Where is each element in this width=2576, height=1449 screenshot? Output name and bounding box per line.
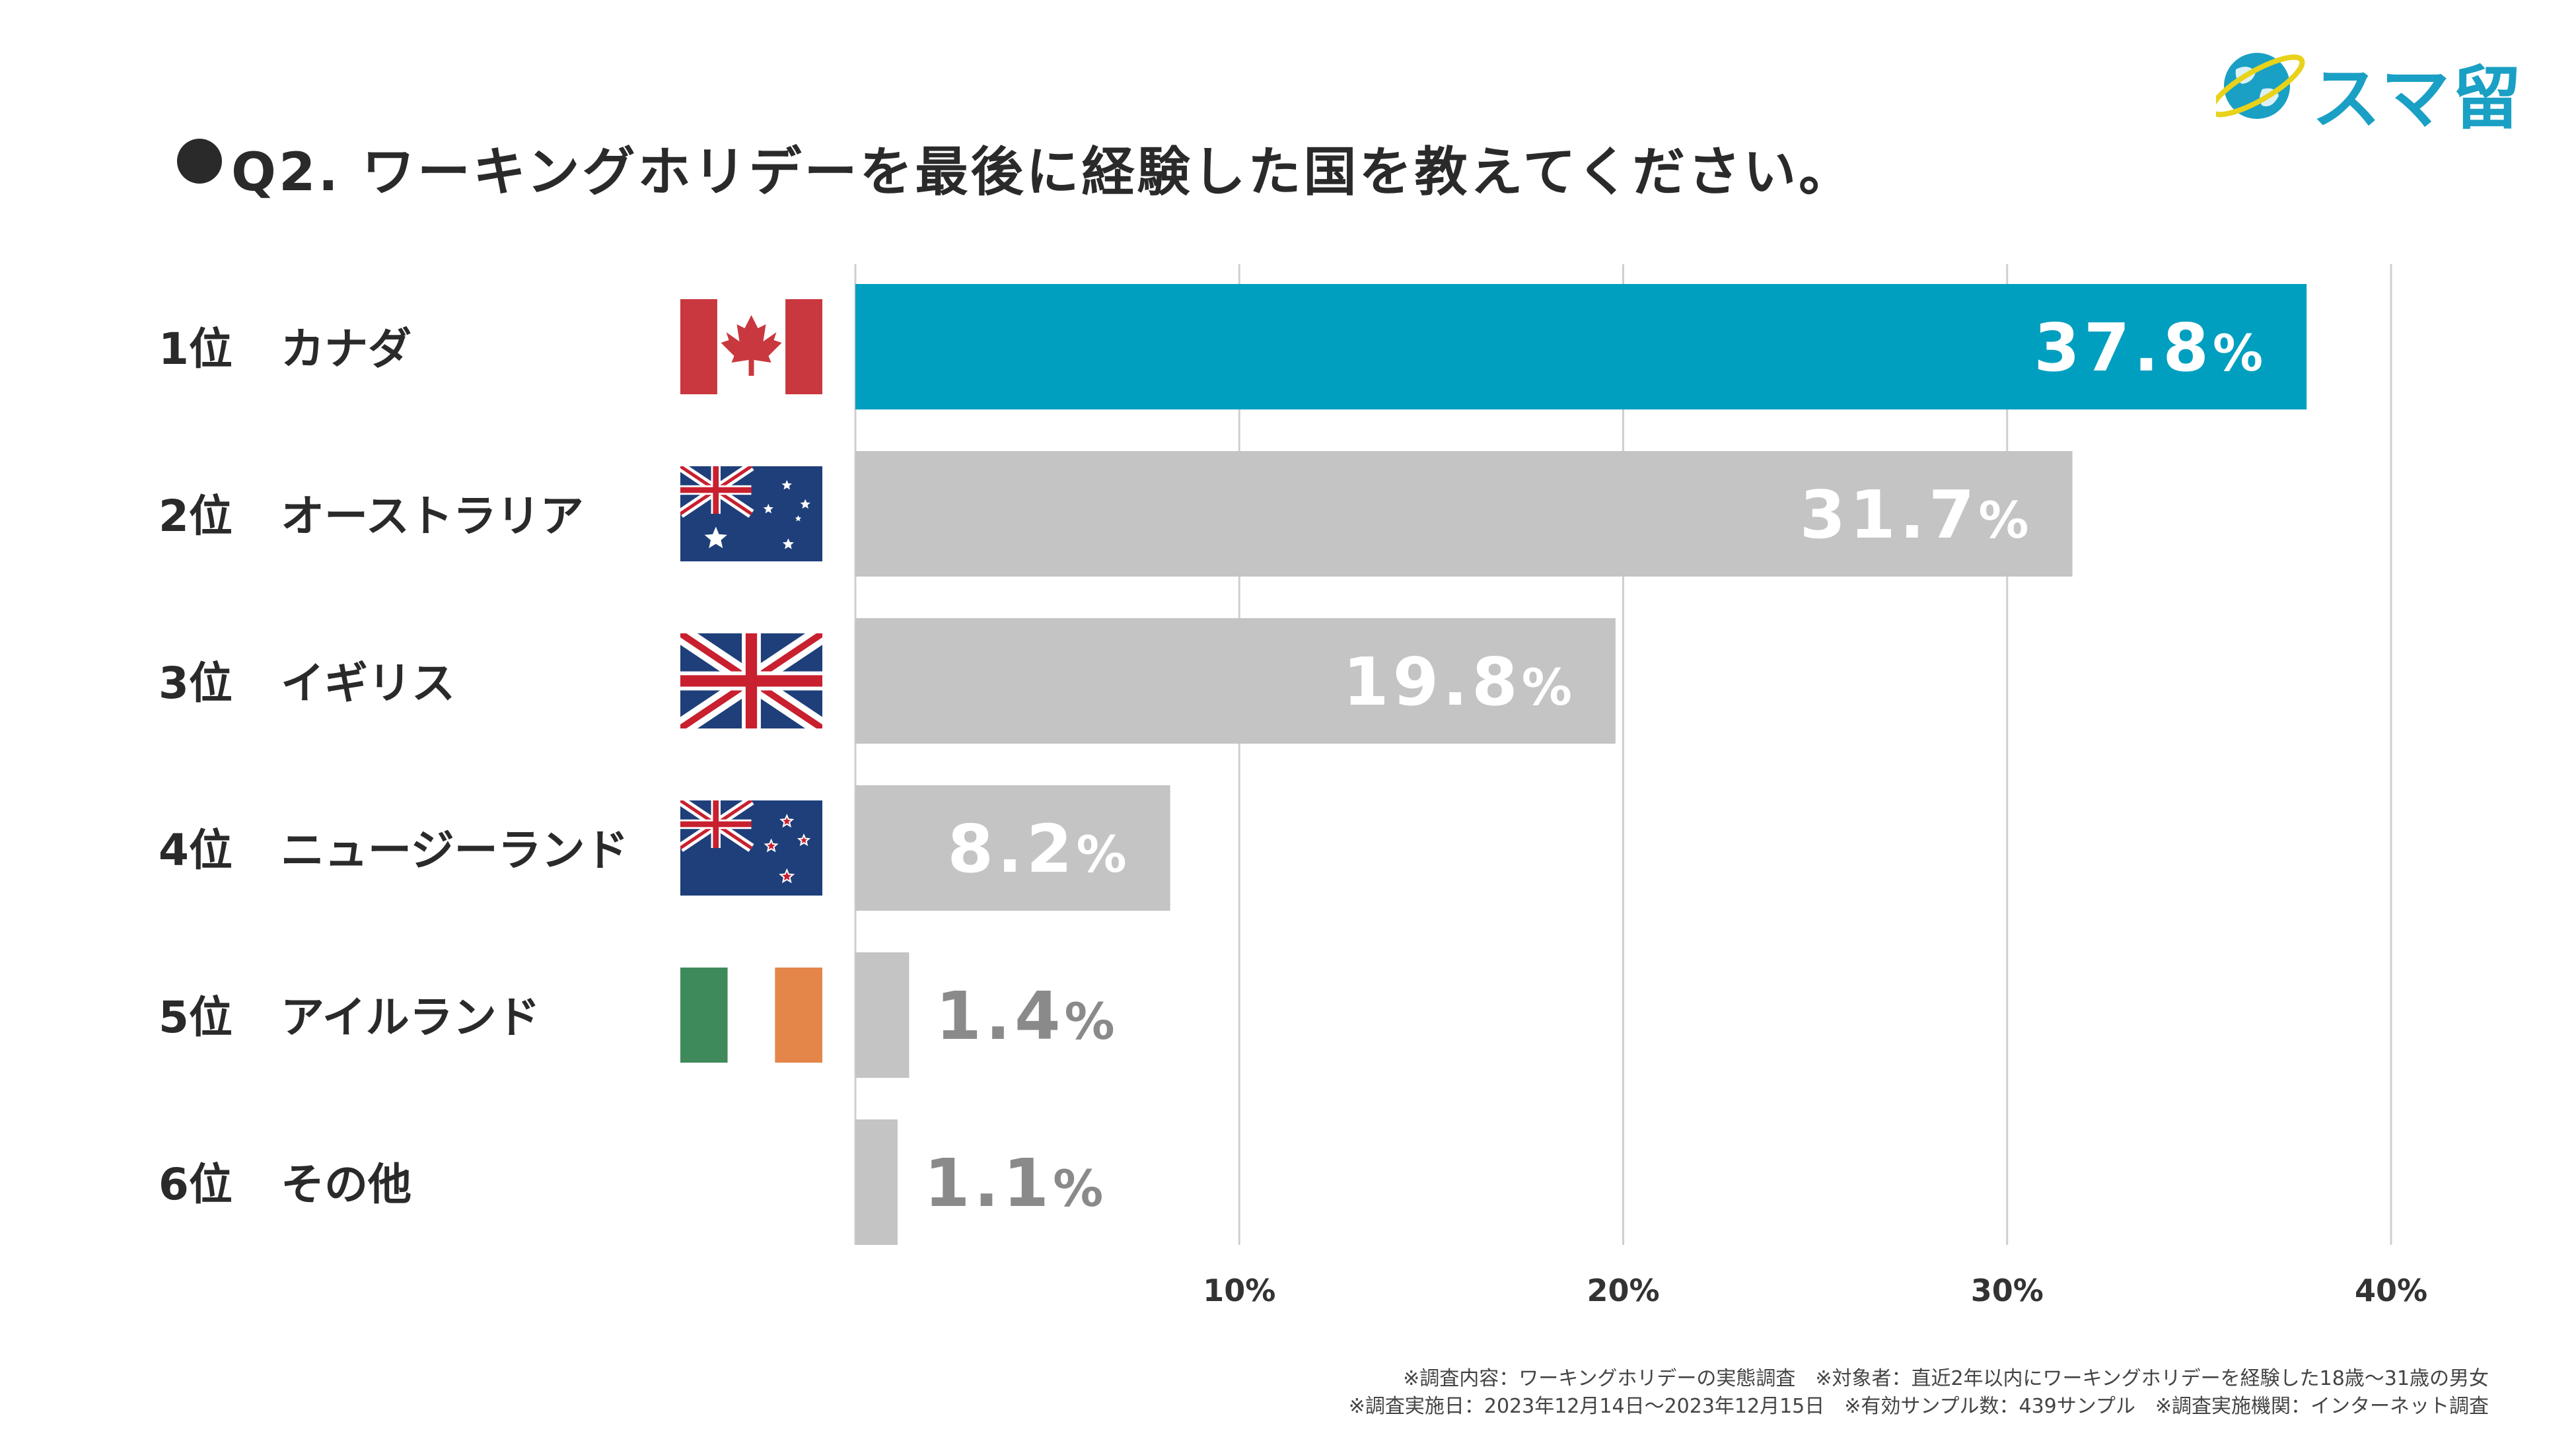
ireland-flag-icon bbox=[680, 968, 822, 1063]
x-tick-label: 40% bbox=[2355, 1273, 2427, 1308]
x-tick-label: 10% bbox=[1203, 1273, 1275, 1308]
value-label: 19.8% bbox=[1343, 643, 1576, 721]
bar bbox=[855, 618, 1616, 744]
bar bbox=[855, 284, 2307, 409]
bar bbox=[855, 451, 2073, 577]
bar bbox=[855, 1119, 898, 1245]
australia-flag-icon bbox=[680, 466, 822, 561]
footnote-survey-content: ※調査内容：ワーキングホリデーの実態調査 ※対象者：直近2年以内にワーキングホリ… bbox=[1403, 1367, 2489, 1390]
new-zealand-flag-icon bbox=[680, 800, 822, 896]
country-label: オーストラリア bbox=[281, 491, 584, 542]
value-label: 1.1% bbox=[924, 1145, 1107, 1222]
rank-label: 2位 bbox=[159, 491, 233, 542]
footnote-survey-date: ※調査実施日：2023年12月14日〜2023年12月15日 ※有効サンプル数：… bbox=[1348, 1395, 2489, 1418]
rank-label: 1位 bbox=[159, 324, 233, 374]
brand-name: スマ留 bbox=[2312, 58, 2524, 139]
globe-icon bbox=[2216, 53, 2305, 119]
value-label: 8.2% bbox=[947, 810, 1130, 888]
x-tick-label: 20% bbox=[1587, 1273, 1659, 1308]
rank-label: 5位 bbox=[159, 992, 233, 1043]
canada-flag-icon bbox=[680, 299, 822, 394]
rank-label: 3位 bbox=[159, 658, 233, 709]
country-label: イギリス bbox=[281, 658, 455, 709]
rank-label: 6位 bbox=[159, 1159, 233, 1210]
rank-label: 4位 bbox=[159, 825, 233, 876]
page-title: Q2. ワーキングホリデーを最後に経験した国を教えてください。 bbox=[231, 141, 1855, 203]
uk-flag-icon bbox=[680, 633, 822, 728]
brand-logo bbox=[2216, 53, 2305, 119]
country-label: ニュージーランド bbox=[281, 825, 629, 876]
country-label: カナダ bbox=[281, 324, 411, 374]
bar bbox=[855, 785, 1170, 911]
country-label: アイルランド bbox=[281, 992, 540, 1043]
value-label: 31.7% bbox=[1800, 476, 2033, 553]
x-tick-label: 30% bbox=[1971, 1273, 2044, 1308]
country-label: その他 bbox=[281, 1159, 411, 1210]
value-label: 37.8% bbox=[2034, 309, 2267, 386]
value-label: 1.4% bbox=[935, 977, 1118, 1055]
title-bullet-icon bbox=[177, 139, 222, 184]
bar bbox=[855, 952, 910, 1078]
